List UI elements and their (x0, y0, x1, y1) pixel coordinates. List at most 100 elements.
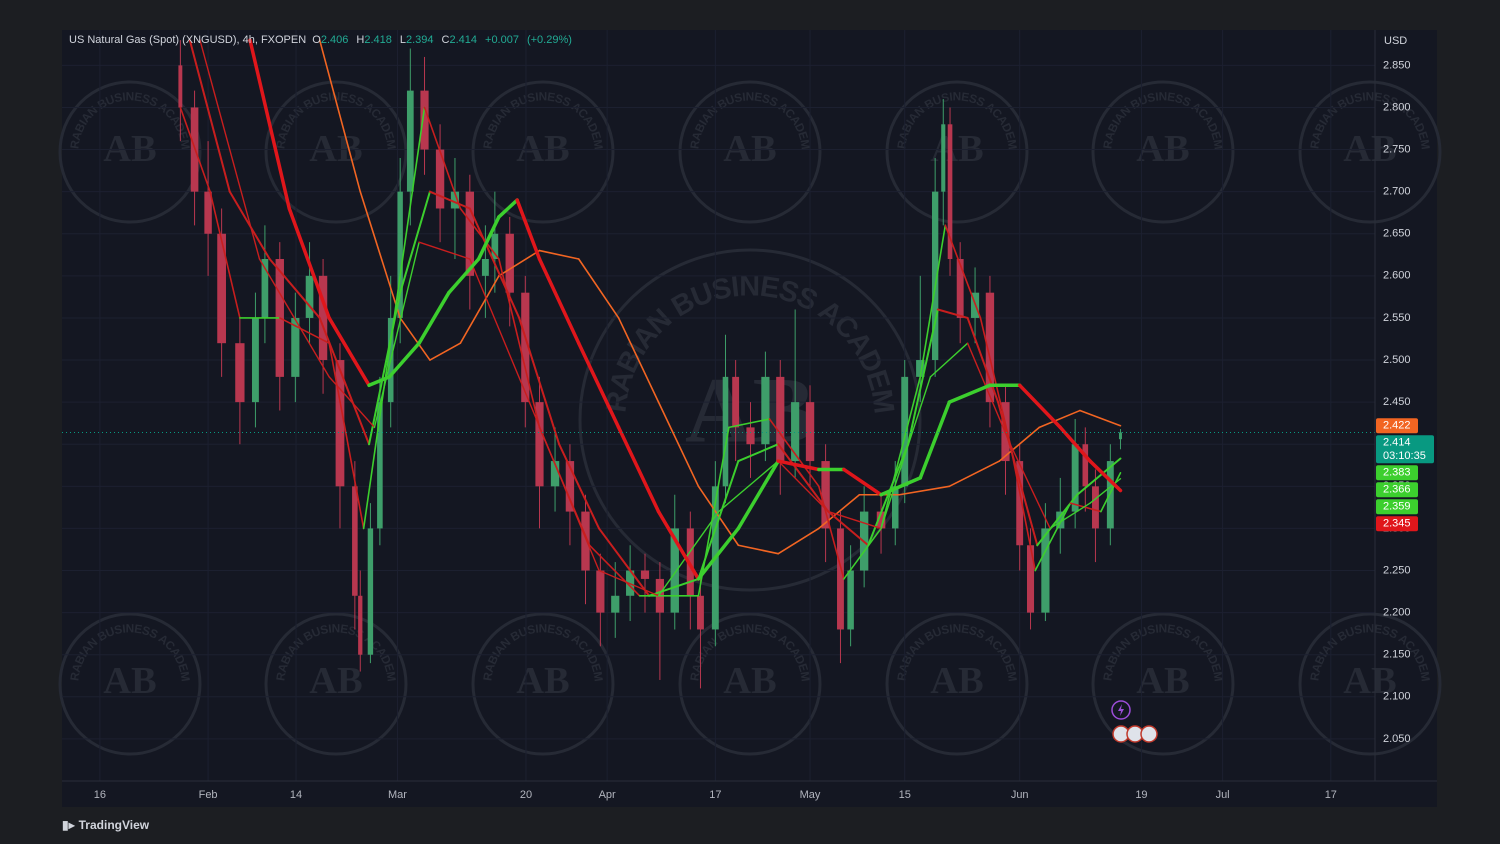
moving-average-segment (588, 544, 641, 597)
watermark-ring (1091, 612, 1235, 756)
candle-body (956, 259, 964, 318)
event-icons (1111, 700, 1158, 743)
candle-body (821, 461, 830, 529)
moving-average-segment (867, 443, 910, 547)
moving-average-segment (209, 190, 241, 319)
moving-average-segment (538, 249, 580, 260)
moving-average-segment (429, 342, 462, 361)
candle-body (1041, 528, 1050, 613)
x-tick-label: Jul (1216, 789, 1230, 801)
candle-body (1106, 461, 1114, 529)
y-tick-label: 2.550 (1383, 312, 1411, 324)
moving-average-segment (696, 526, 741, 581)
moving-average-segment (258, 258, 330, 378)
candle-body (611, 595, 620, 613)
moving-average-segment (497, 198, 519, 219)
moving-average-segment (515, 198, 542, 261)
price-tag-label: 2.359 (1383, 501, 1411, 513)
moving-average-segment (447, 257, 481, 295)
moving-average-segment (469, 258, 531, 403)
symbol-legend: US Natural Gas (Spot) (XNGUSD), 4h, FXOP… (69, 34, 580, 46)
moving-average-segment (558, 443, 601, 530)
watermark-initials: AB (1343, 128, 1396, 170)
candle-body (697, 595, 704, 630)
moving-average-segment (498, 258, 541, 429)
price-tag (1376, 435, 1434, 464)
moving-average-segment (518, 316, 561, 446)
y-tick-label: 2.250 (1383, 564, 1411, 576)
change: +0.007 (485, 34, 519, 46)
moving-average-segment (648, 577, 700, 597)
watermark-ring (471, 80, 615, 224)
ohlc-label: H (356, 34, 365, 46)
price-tag (1376, 418, 1418, 434)
x-tick-label: Apr (599, 789, 616, 801)
moving-average-segment (248, 38, 292, 211)
moving-average-segment (827, 510, 870, 547)
candle-body (901, 376, 909, 487)
watermark-ring (1298, 80, 1442, 224)
moving-average-segment (616, 425, 661, 514)
moving-average-segment (368, 291, 402, 446)
price-tag (1376, 482, 1418, 498)
watermark-ring (58, 80, 202, 224)
moving-average-segment (188, 39, 231, 193)
moving-average-segment (818, 493, 861, 530)
candle-body (746, 427, 755, 445)
moving-average-segment (287, 206, 331, 320)
x-tick-label: 17 (1325, 789, 1337, 801)
moving-average-segment (617, 317, 660, 403)
candle-body (581, 511, 590, 571)
watermark-initials: AB (103, 660, 156, 702)
candle-body (352, 486, 358, 596)
candle-body (178, 65, 183, 108)
watermark-ring (678, 612, 822, 756)
watermark-ring (885, 612, 1029, 756)
watermark-initials: AB (309, 660, 362, 702)
moving-average-segment (423, 106, 462, 210)
candle-body (1026, 545, 1035, 613)
moving-average-segment (966, 316, 1000, 404)
x-tick-label: Feb (199, 789, 218, 801)
price-tag-label: 2.383 (1383, 467, 1411, 479)
y-tick-label: 2.150 (1383, 649, 1411, 661)
candle-body (204, 191, 212, 234)
plot-area (62, 38, 1375, 689)
moving-average-segment (393, 106, 426, 319)
flag-icon[interactable] (1140, 725, 1158, 743)
candle-body (1082, 444, 1089, 487)
countdown-label: 03:10:35 (1383, 450, 1426, 462)
moving-average-segment (1034, 502, 1072, 572)
ohlc-value: 2.394 (406, 34, 434, 46)
x-tick-label: Jun (1011, 789, 1029, 801)
ohlc-label: O (312, 34, 321, 46)
candle-body (1118, 432, 1122, 440)
moving-average-segment (1017, 383, 1063, 430)
candle-body (985, 292, 995, 403)
watermark-ring (678, 80, 822, 224)
candle-body (217, 233, 226, 344)
moving-average-segment (843, 527, 882, 580)
moving-average-segment (1088, 459, 1123, 493)
moving-average-segment (373, 241, 420, 429)
moving-average-segment (947, 383, 992, 404)
moving-average-segment (919, 224, 947, 378)
candle-body (318, 275, 328, 361)
candle-body (251, 317, 259, 403)
watermark-ring (264, 612, 408, 756)
moving-average-segment (598, 527, 651, 597)
moving-average-segment (880, 376, 932, 530)
candle-body (596, 570, 605, 613)
moving-average-segment (998, 426, 1041, 462)
moving-average-segment (328, 376, 376, 429)
watermark-initials: AB (1136, 660, 1189, 702)
price-tag-label: 2.366 (1383, 484, 1411, 496)
candle-body (335, 360, 345, 487)
moving-average-segment (328, 342, 365, 530)
moving-average-segment (777, 527, 820, 555)
candle-body (640, 570, 650, 579)
candle-body (450, 191, 460, 209)
